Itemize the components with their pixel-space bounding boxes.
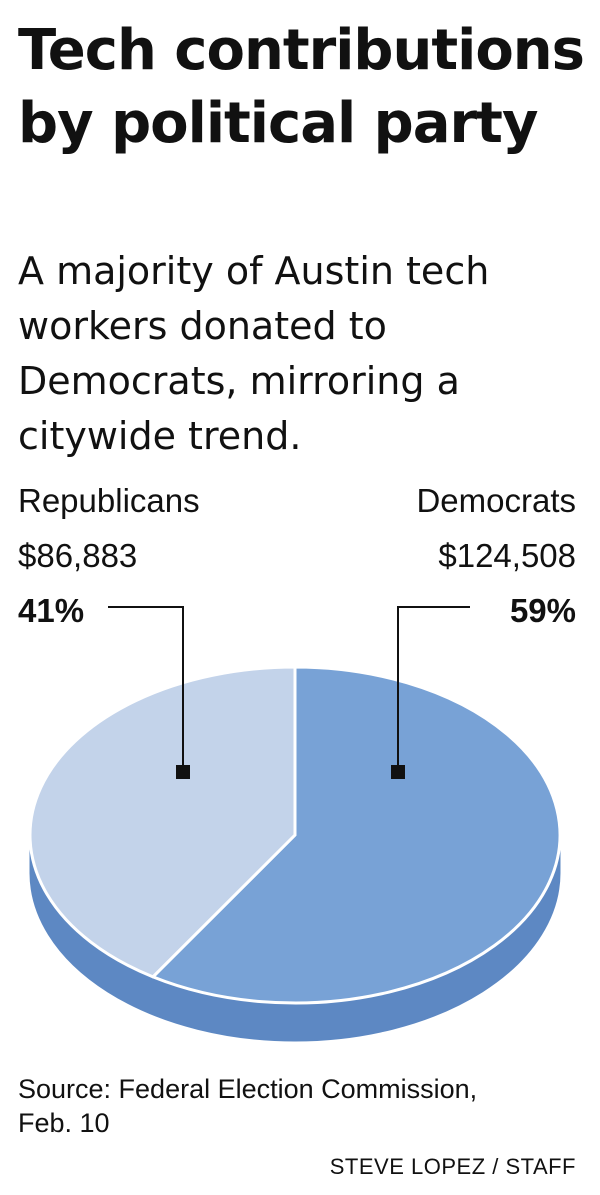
republicans-leader-line bbox=[108, 606, 184, 772]
source-note: Source: Federal Election Commission, Feb… bbox=[18, 1074, 478, 1138]
democrats-leader-line bbox=[397, 606, 470, 772]
democrats-marker bbox=[391, 765, 405, 779]
republicans-marker bbox=[176, 765, 190, 779]
republicans-amount: $86,883 bbox=[18, 537, 138, 574]
democrats-amount: $124,508 bbox=[438, 537, 576, 574]
republicans-percent: 41% bbox=[18, 592, 85, 629]
credit-line: STEVE LOPEZ / STAFF bbox=[329, 1154, 576, 1179]
pie-slice-republicans bbox=[28, 665, 297, 979]
chart-title: Tech contributions by political party bbox=[18, 18, 585, 156]
pie-slice-democrats bbox=[151, 665, 562, 1005]
democrats-label: Democrats bbox=[416, 482, 576, 519]
democrats-percent: 59% bbox=[509, 592, 576, 629]
republicans-label: Republicans bbox=[18, 482, 200, 519]
chart-subtitle: A majority of Austin tech workers donate… bbox=[18, 249, 490, 458]
